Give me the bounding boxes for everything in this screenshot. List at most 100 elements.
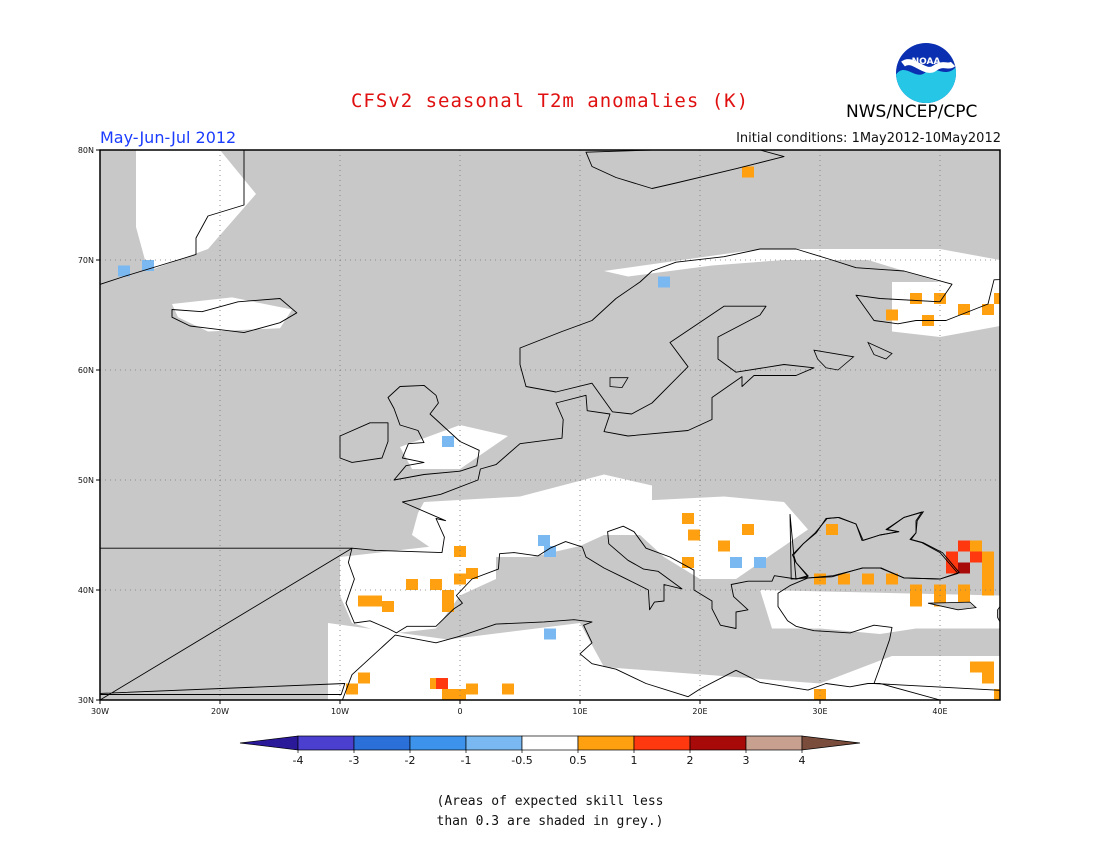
noaa-logo-text: NOAA <box>912 57 941 67</box>
anomaly-cell-11 <box>934 293 946 304</box>
colorbar-label: -0.5 <box>511 754 532 767</box>
anomaly-cell-30 <box>370 595 382 607</box>
anomaly-cell-53 <box>982 562 994 574</box>
anomaly-cell-24 <box>406 579 418 590</box>
longitude-tick-labels: 30W 20W 10W 0 10E 20E 30E 40E <box>91 700 948 716</box>
colorbar-left-arrow <box>239 735 299 751</box>
colorbar-swatch <box>521 735 579 751</box>
anomaly-cell-22 <box>826 524 838 535</box>
anomaly-cell-10 <box>910 293 922 304</box>
anomaly-cell-42 <box>838 573 850 585</box>
lat-tick-label: 40N <box>78 586 94 595</box>
anomaly-cell-36 <box>442 689 454 700</box>
anomaly-cell-52 <box>982 551 994 563</box>
colorbar-right-arrow <box>801 735 861 751</box>
forecast-period: May-Jun-Jul 2012 <box>100 128 237 147</box>
anomaly-cell-23 <box>454 546 466 557</box>
anomaly-cell-34 <box>358 672 370 684</box>
anomaly-cell-39 <box>502 683 514 695</box>
anomaly-cell-18 <box>688 529 700 541</box>
colorbar-swatch <box>353 735 411 751</box>
anomaly-cell-12 <box>958 304 970 315</box>
anomaly-cell-21 <box>682 557 694 568</box>
organization-label: NWS/NCEP/CPC <box>846 102 978 122</box>
lake-2 <box>609 377 629 389</box>
colorbar-swatch <box>577 735 635 751</box>
anomaly-cell-56 <box>982 661 994 673</box>
anomaly-cell-6 <box>544 628 556 640</box>
lon-tick-label: 0 <box>457 707 462 716</box>
latitude-tick-labels: 80N 70N 60N 50N 40N 30N <box>78 146 100 705</box>
lon-tick-label: 40E <box>932 707 947 716</box>
colorbar-label: -4 <box>293 754 304 767</box>
colorbar-label: 3 <box>743 754 750 767</box>
anomaly-cell-47 <box>958 584 970 596</box>
coastline-4 <box>339 422 389 463</box>
anomaly-cell-63 <box>970 551 982 563</box>
coastline-0 <box>100 150 245 285</box>
anomaly-cell-37 <box>454 689 466 700</box>
anomaly-cell-0 <box>118 265 130 277</box>
anomaly-cell-19 <box>718 540 730 552</box>
lat-tick-label: 50N <box>78 476 94 485</box>
noaa-logo: NOAA <box>895 42 957 104</box>
colorbar-swatch <box>465 735 523 751</box>
sea-coast-1 <box>1012 513 1060 612</box>
anomaly-cell-60 <box>958 540 970 552</box>
anomaly-cell-44 <box>886 573 898 585</box>
anomaly-cell-2 <box>658 276 670 288</box>
neutral-area-2 <box>604 249 1000 282</box>
lon-tick-label: 20E <box>692 707 707 716</box>
lake-1 <box>867 341 893 360</box>
map-title: CFSv2 seasonal T2m anomalies (K) <box>350 90 750 112</box>
anomaly-cell-7 <box>730 557 742 568</box>
coastline-2 <box>585 150 785 189</box>
colorbar-label: 0.5 <box>569 754 587 767</box>
anomaly-cell-1 <box>142 260 154 271</box>
lat-tick-label: 60N <box>78 366 94 375</box>
anomaly-cell-28 <box>442 590 454 601</box>
anomaly-cell-31 <box>382 601 394 612</box>
neutral-area-1 <box>172 297 292 332</box>
anomaly-cell-8 <box>754 557 766 568</box>
anomaly-cell-54 <box>970 540 982 552</box>
colorbar-label: 4 <box>799 754 806 767</box>
colorbar-label: 1 <box>631 754 638 767</box>
anomaly-cell-38 <box>466 683 478 695</box>
lake-0 <box>813 349 855 371</box>
colorbar-label: -1 <box>461 754 472 767</box>
anomaly-cell-41 <box>814 573 826 585</box>
anomaly-cell-58 <box>982 672 994 684</box>
anomaly-cell-40 <box>814 689 826 700</box>
sea-coast-0 <box>789 511 960 580</box>
colorbar-label: 2 <box>687 754 694 767</box>
lat-tick-label: 30N <box>78 696 94 705</box>
anomaly-cells <box>118 166 1000 700</box>
anomaly-cell-65 <box>958 562 970 574</box>
anomaly-cell-3 <box>442 436 454 447</box>
neutral-area-3 <box>412 474 652 557</box>
coastline-6 <box>100 511 1000 700</box>
coastlines <box>100 150 1060 700</box>
anomaly-cell-27 <box>466 568 478 579</box>
anomaly-cell-25 <box>430 579 442 590</box>
initial-conditions: Initial conditions: 1May2012-10May2012 <box>736 131 1001 146</box>
anomaly-cell-57 <box>970 661 982 673</box>
anomaly-cell-49 <box>910 595 922 607</box>
anomaly-cell-48 <box>982 584 994 596</box>
anomaly-cell-59 <box>994 689 1000 700</box>
anomaly-cell-32 <box>358 595 370 607</box>
lon-tick-label: 10W <box>331 707 349 716</box>
anomaly-cell-62 <box>946 562 958 574</box>
coastline-5 <box>100 248 1000 700</box>
colorbar-swatch <box>297 735 355 751</box>
coastline-3 <box>387 384 480 481</box>
anomaly-cell-14 <box>994 293 1000 304</box>
map-frame <box>99 149 1001 701</box>
anomaly-cell-9 <box>742 166 754 178</box>
coastline-1 <box>171 298 298 334</box>
skill-note-line-2: than 0.3 are shaded in grey.) <box>436 814 664 829</box>
colorbar-swatch <box>745 735 803 751</box>
anomaly-cell-55 <box>982 573 994 585</box>
